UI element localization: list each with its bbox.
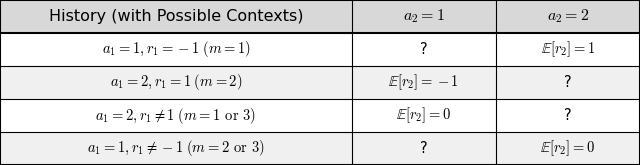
Text: $\mathbb{E}[r_2] = -1$: $\mathbb{E}[r_2] = -1$ bbox=[388, 73, 460, 92]
Text: ?: ? bbox=[420, 42, 428, 57]
Text: ?: ? bbox=[564, 75, 572, 90]
Bar bbox=[496, 66, 640, 99]
Text: $\mathbb{E}[r_2] = 0$: $\mathbb{E}[r_2] = 0$ bbox=[540, 139, 596, 158]
Bar bbox=[0, 99, 352, 132]
Text: $a_1 = 1, r_1 = -1\; (m = 1)$: $a_1 = 1, r_1 = -1\; (m = 1)$ bbox=[102, 39, 250, 60]
Text: $\mathbb{E}[r_2] = 0$: $\mathbb{E}[r_2] = 0$ bbox=[396, 106, 452, 125]
Text: $a_1 = 2, r_1 \neq 1\; (m = 1 \text{ or } 3)$: $a_1 = 2, r_1 \neq 1\; (m = 1 \text{ or … bbox=[95, 105, 257, 126]
Text: $a_2 = 1$: $a_2 = 1$ bbox=[403, 8, 445, 25]
Text: $a_1 = 1, r_1 \neq -1\; (m = 2 \text{ or } 3)$: $a_1 = 1, r_1 \neq -1\; (m = 2 \text{ or… bbox=[87, 138, 265, 159]
Text: ?: ? bbox=[420, 141, 428, 156]
Bar bbox=[352, 99, 496, 132]
Bar bbox=[0, 132, 352, 165]
Text: $a_1 = 2, r_1 = 1\; (m = 2)$: $a_1 = 2, r_1 = 1\; (m = 2)$ bbox=[110, 72, 242, 93]
Bar bbox=[0, 33, 352, 66]
Bar bbox=[0, 0, 352, 33]
Bar bbox=[352, 66, 496, 99]
Text: ?: ? bbox=[564, 108, 572, 123]
Bar bbox=[496, 132, 640, 165]
Text: History (with Possible Contexts): History (with Possible Contexts) bbox=[49, 9, 303, 24]
Text: $\mathbb{E}[r_2] = 1$: $\mathbb{E}[r_2] = 1$ bbox=[541, 40, 595, 59]
Bar bbox=[0, 66, 352, 99]
Bar bbox=[496, 33, 640, 66]
Bar bbox=[352, 33, 496, 66]
Bar bbox=[496, 0, 640, 33]
Text: $a_2 = 2$: $a_2 = 2$ bbox=[547, 8, 589, 25]
Bar bbox=[496, 99, 640, 132]
Bar bbox=[352, 0, 496, 33]
Bar bbox=[352, 132, 496, 165]
